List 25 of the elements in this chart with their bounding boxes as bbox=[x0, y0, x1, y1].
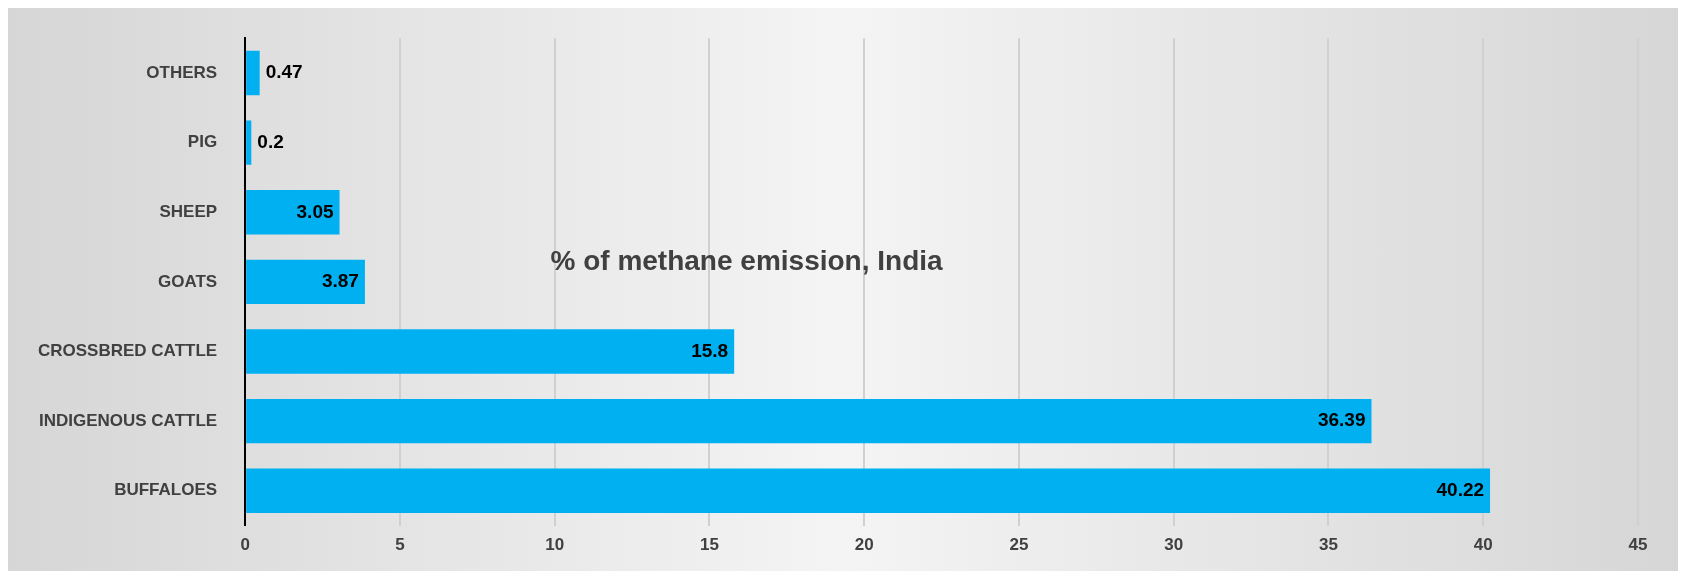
x-tick-label: 10 bbox=[545, 535, 565, 555]
data-label: 0.47 bbox=[265, 61, 303, 83]
x-tick-label: 20 bbox=[854, 535, 874, 555]
x-tick-label: 35 bbox=[1319, 535, 1338, 555]
x-tick-label: 15 bbox=[699, 535, 719, 555]
y-tick-label: OTHERS bbox=[146, 62, 218, 82]
y-tick-label: BUFFALOES bbox=[114, 480, 218, 500]
data-label: 36.39 bbox=[1317, 409, 1366, 431]
data-label: 3.05 bbox=[296, 200, 334, 222]
x-tick-label: 45 bbox=[1628, 535, 1648, 555]
data-label: 15.8 bbox=[691, 339, 729, 361]
x-tick-label: 25 bbox=[1009, 535, 1029, 555]
y-tick-label: CROSSBRED CATTLE bbox=[37, 341, 218, 361]
data-label: 0.2 bbox=[257, 130, 284, 152]
x-tick-label: 30 bbox=[1164, 535, 1184, 555]
data-label: 40.22 bbox=[1436, 479, 1485, 501]
x-tick-label: 0 bbox=[240, 535, 250, 555]
y-tick-label: INDIGENOUS CATTLE bbox=[38, 410, 218, 430]
x-tick-label: 5 bbox=[395, 535, 405, 555]
y-tick-label: PIG bbox=[187, 132, 218, 152]
y-tick-label: SHEEP bbox=[159, 201, 218, 221]
data-label: 3.87 bbox=[321, 270, 359, 292]
text: % of methane emission, India bbox=[550, 245, 944, 277]
x-tick-label: 40 bbox=[1473, 535, 1493, 555]
y-tick-label: GOATS bbox=[157, 271, 218, 291]
